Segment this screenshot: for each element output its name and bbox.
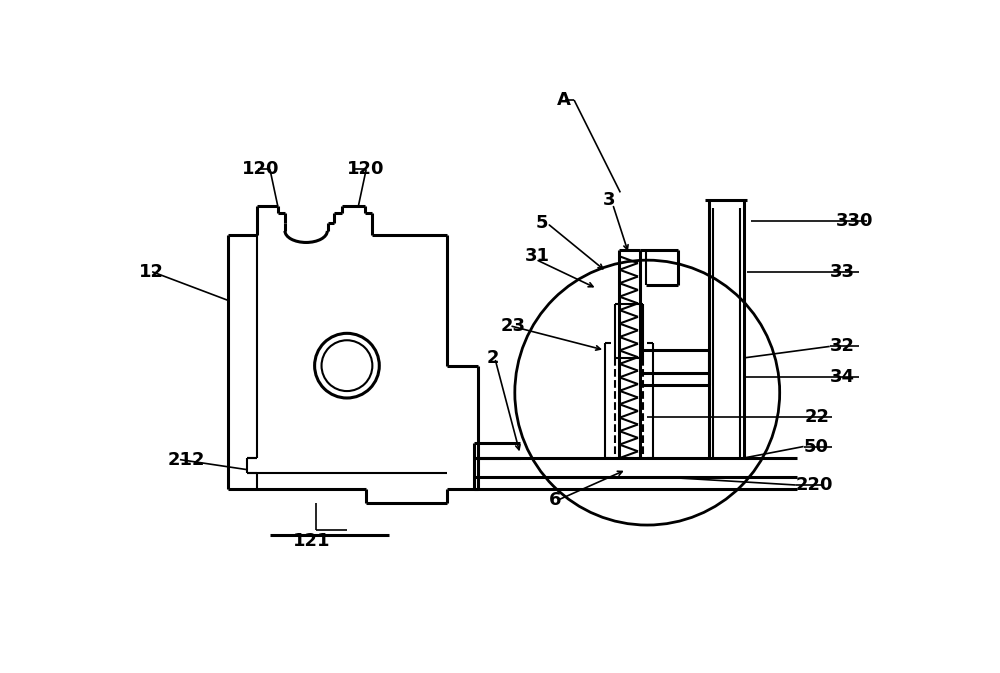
Text: 34: 34 xyxy=(830,368,855,386)
Text: 31: 31 xyxy=(525,247,550,265)
Text: 32: 32 xyxy=(830,337,855,355)
Text: 120: 120 xyxy=(241,160,279,178)
Text: 121: 121 xyxy=(293,532,331,551)
Text: 22: 22 xyxy=(805,409,830,426)
Text: 5: 5 xyxy=(536,214,548,232)
Text: A: A xyxy=(557,91,571,109)
Text: 120: 120 xyxy=(347,160,384,178)
Text: 220: 220 xyxy=(796,476,833,494)
Text: 33: 33 xyxy=(830,262,855,281)
Text: 2: 2 xyxy=(487,349,500,367)
Text: 50: 50 xyxy=(804,437,829,456)
Text: 3: 3 xyxy=(603,191,615,209)
Text: 6: 6 xyxy=(549,491,561,509)
Text: 23: 23 xyxy=(500,316,525,334)
Text: 12: 12 xyxy=(139,262,164,281)
Text: 330: 330 xyxy=(836,212,873,230)
Text: 212: 212 xyxy=(168,451,205,468)
